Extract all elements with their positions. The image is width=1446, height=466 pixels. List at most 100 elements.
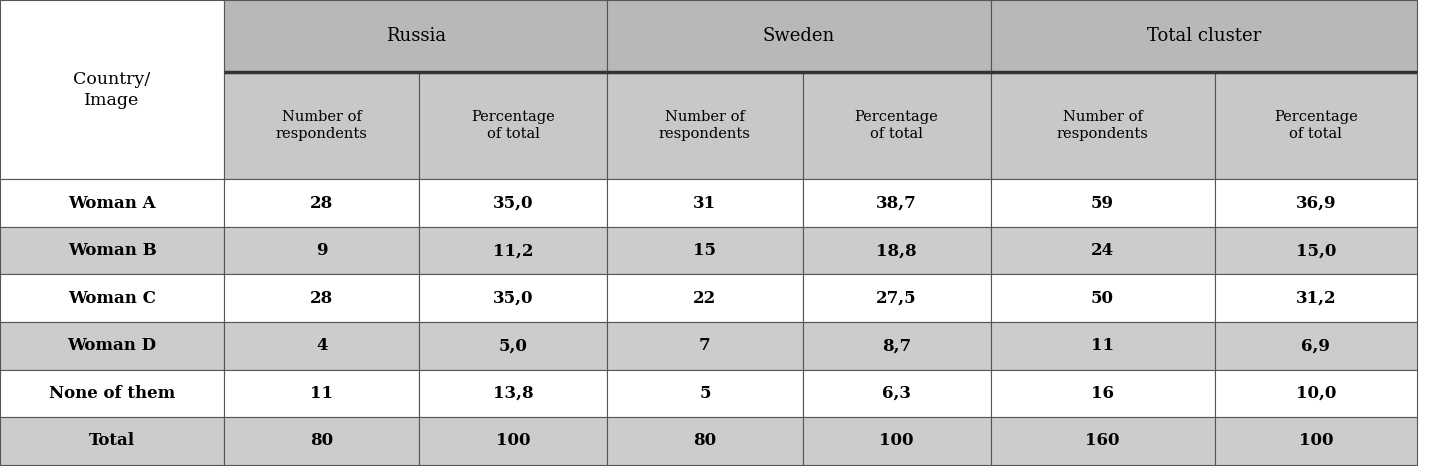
Text: Woman B: Woman B: [68, 242, 156, 259]
Bar: [0, 0, 224, 179]
Text: 10,0: 10,0: [1296, 385, 1336, 402]
Bar: [419, 370, 607, 417]
Bar: [0, 417, 224, 465]
Bar: [224, 274, 419, 322]
Text: Percentage
of total: Percentage of total: [1274, 110, 1358, 142]
Text: 16: 16: [1092, 385, 1113, 402]
Text: 11,2: 11,2: [493, 242, 534, 259]
Text: 27,5: 27,5: [876, 290, 917, 307]
Bar: [1215, 227, 1417, 274]
Text: 5,0: 5,0: [499, 337, 528, 354]
Text: 80: 80: [694, 432, 716, 449]
Bar: [607, 322, 803, 370]
Text: 36,9: 36,9: [1296, 195, 1336, 212]
Bar: [803, 370, 991, 417]
Bar: [991, 179, 1215, 227]
Text: 6,3: 6,3: [882, 385, 911, 402]
Text: 5: 5: [700, 385, 710, 402]
Bar: [803, 322, 991, 370]
Text: 9: 9: [317, 242, 327, 259]
Bar: [803, 72, 991, 179]
Text: 100: 100: [1299, 432, 1333, 449]
Bar: [0, 274, 224, 322]
Bar: [991, 0, 1417, 72]
Text: 35,0: 35,0: [493, 290, 534, 307]
Text: 31: 31: [694, 195, 716, 212]
Text: 22: 22: [693, 290, 717, 307]
Bar: [224, 227, 419, 274]
Text: Percentage
of total: Percentage of total: [855, 110, 938, 142]
Text: None of them: None of them: [49, 385, 175, 402]
Bar: [224, 0, 607, 72]
Text: Woman C: Woman C: [68, 290, 156, 307]
Text: 59: 59: [1092, 195, 1113, 212]
Bar: [0, 227, 224, 274]
Bar: [224, 417, 419, 465]
Bar: [607, 417, 803, 465]
Text: Russia: Russia: [386, 27, 445, 45]
Bar: [0, 322, 224, 370]
Text: 100: 100: [879, 432, 914, 449]
Bar: [607, 274, 803, 322]
Text: 28: 28: [309, 290, 334, 307]
Text: 8,7: 8,7: [882, 337, 911, 354]
Text: 100: 100: [496, 432, 531, 449]
Bar: [991, 72, 1215, 179]
Text: 6,9: 6,9: [1301, 337, 1330, 354]
Bar: [419, 227, 607, 274]
Text: 28: 28: [309, 195, 334, 212]
Bar: [607, 72, 803, 179]
Text: Country/
Image: Country/ Image: [74, 71, 150, 109]
Text: 35,0: 35,0: [493, 195, 534, 212]
Text: 11: 11: [1092, 337, 1113, 354]
Bar: [991, 370, 1215, 417]
Text: 50: 50: [1092, 290, 1113, 307]
Bar: [1215, 72, 1417, 179]
Bar: [803, 227, 991, 274]
Text: 4: 4: [317, 337, 327, 354]
Bar: [224, 322, 419, 370]
Bar: [1215, 370, 1417, 417]
Bar: [224, 370, 419, 417]
Bar: [991, 227, 1215, 274]
Text: 7: 7: [698, 337, 711, 354]
Bar: [1215, 322, 1417, 370]
Text: 15,0: 15,0: [1296, 242, 1336, 259]
Bar: [803, 417, 991, 465]
Bar: [991, 274, 1215, 322]
Bar: [803, 179, 991, 227]
Text: Number of
respondents: Number of respondents: [276, 110, 367, 142]
Bar: [419, 417, 607, 465]
Text: 160: 160: [1086, 432, 1119, 449]
Text: Total: Total: [90, 432, 134, 449]
Text: 31,2: 31,2: [1296, 290, 1336, 307]
Bar: [419, 322, 607, 370]
Bar: [607, 370, 803, 417]
Bar: [607, 179, 803, 227]
Text: 38,7: 38,7: [876, 195, 917, 212]
Text: Number of
respondents: Number of respondents: [659, 110, 750, 142]
Text: 11: 11: [311, 385, 333, 402]
Bar: [419, 274, 607, 322]
Bar: [419, 72, 607, 179]
Bar: [607, 0, 991, 72]
Bar: [0, 179, 224, 227]
Bar: [607, 227, 803, 274]
Text: 80: 80: [311, 432, 333, 449]
Text: Woman D: Woman D: [68, 337, 156, 354]
Text: 24: 24: [1092, 242, 1113, 259]
Bar: [1215, 274, 1417, 322]
Bar: [991, 322, 1215, 370]
Bar: [0, 370, 224, 417]
Bar: [419, 179, 607, 227]
Bar: [1215, 417, 1417, 465]
Text: Sweden: Sweden: [763, 27, 834, 45]
Bar: [224, 179, 419, 227]
Text: Total cluster: Total cluster: [1147, 27, 1261, 45]
Text: Number of
respondents: Number of respondents: [1057, 110, 1148, 142]
Text: 18,8: 18,8: [876, 242, 917, 259]
Bar: [1215, 179, 1417, 227]
Bar: [803, 274, 991, 322]
Text: 15: 15: [694, 242, 716, 259]
Bar: [991, 417, 1215, 465]
